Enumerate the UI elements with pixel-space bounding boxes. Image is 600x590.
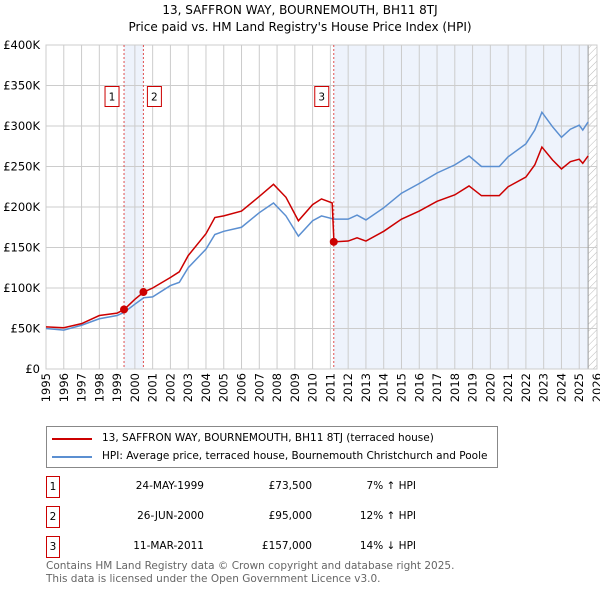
sale-point xyxy=(139,288,148,297)
transaction-hpi: 14% ↓ HPI xyxy=(359,540,416,552)
y-tick-label: £50K xyxy=(11,322,41,336)
x-tick-label: 2026 xyxy=(590,373,600,402)
x-tick-label: 2004 xyxy=(199,373,213,402)
y-tick-label: £0 xyxy=(25,362,40,376)
x-tick-label: 2022 xyxy=(519,373,533,402)
x-tick-label: 2014 xyxy=(377,373,391,402)
sale-point xyxy=(120,305,129,314)
sale-label-box xyxy=(314,86,330,107)
chart-title: 13, SAFFRON WAY, BOURNEMOUTH, BH11 8TJ xyxy=(162,3,438,17)
transaction-number: 3 xyxy=(46,536,60,558)
x-tick-label: 2010 xyxy=(306,373,320,402)
x-tick-label: 2019 xyxy=(466,373,480,402)
chart-subtitle: Price paid vs. HM Land Registry's House … xyxy=(128,20,472,34)
plot-frame xyxy=(45,44,598,370)
transaction-price: £73,500 xyxy=(268,480,312,492)
legend-item-property: 13, SAFFRON WAY, BOURNEMOUTH, BH11 8TJ (… xyxy=(52,432,434,445)
transaction-price: £95,000 xyxy=(268,510,312,522)
x-tick-label: 2005 xyxy=(217,373,231,402)
x-tick-label: 2024 xyxy=(554,373,568,402)
sale-label: 3 xyxy=(318,92,325,104)
x-tick-label: 2017 xyxy=(430,373,444,402)
legend-item-hpi: HPI: Average price, terraced house, Bour… xyxy=(52,450,487,463)
x-tick-label: 1998 xyxy=(92,373,106,402)
y-tick-label: £200K xyxy=(3,200,40,214)
x-tick-label: 2012 xyxy=(341,373,355,402)
legend-swatch-red xyxy=(52,437,92,440)
transaction-price: £157,000 xyxy=(261,540,312,552)
price-chart: 1995 1996 1997 1998 1999 2000 2001 2002 2003 2004… xyxy=(3,38,600,402)
x-tick-label: 2007 xyxy=(252,373,266,402)
x-tick-label: 2002 xyxy=(163,373,177,402)
x-tick-label: 2003 xyxy=(181,373,195,402)
transaction-row: 3 11-MAR-2011 £157,000 14% ↓ HPI xyxy=(46,536,446,558)
x-tick-label: 1996 xyxy=(57,373,71,402)
y-tick-label: £250K xyxy=(3,160,40,174)
footer-line2: This data is licensed under the Open Gov… xyxy=(46,573,381,585)
x-tick-label: 2021 xyxy=(501,373,515,402)
y-tick-label: £100K xyxy=(3,281,40,295)
x-tick-label: 1997 xyxy=(75,373,89,402)
transaction-date: 11-MAR-2011 xyxy=(133,540,204,552)
x-tick-label: 2006 xyxy=(235,373,249,402)
x-tick-label: 2023 xyxy=(537,373,551,402)
transaction-date: 26-JUN-2000 xyxy=(137,510,204,522)
sale-label: 2 xyxy=(151,92,158,104)
sale-label-box xyxy=(104,86,120,107)
x-tick-label: 2016 xyxy=(412,373,426,402)
x-tick-label: 2013 xyxy=(359,373,373,402)
x-tick-label: 2000 xyxy=(128,373,142,402)
hpi-line xyxy=(45,110,589,331)
sale-point xyxy=(329,237,338,246)
x-tick-label: 2011 xyxy=(323,373,337,402)
transaction-hpi: 12% ↑ HPI xyxy=(359,510,416,522)
x-tick-label: 2018 xyxy=(448,373,462,402)
transaction-number: 1 xyxy=(46,476,60,498)
footer-line1: Contains HM Land Registry data © Crown c… xyxy=(46,560,455,572)
legend-label: HPI: Average price, terraced house, Bour… xyxy=(102,450,488,462)
legend: 13, SAFFRON WAY, BOURNEMOUTH, BH11 8TJ (… xyxy=(46,426,498,468)
y-tick-label: £400K xyxy=(3,38,40,52)
x-tick-label: 2015 xyxy=(394,373,408,402)
x-tick-label: 2009 xyxy=(288,373,302,402)
sale-label-box xyxy=(146,86,162,107)
x-tick-label: 1999 xyxy=(110,373,124,402)
transaction-date: 24-MAY-1999 xyxy=(135,480,204,492)
transaction-row: 2 26-JUN-2000 £95,000 12% ↑ HPI xyxy=(46,506,446,528)
x-tick-label: 2020 xyxy=(483,373,497,402)
sale-label: 1 xyxy=(109,92,116,104)
legend-label: 13, SAFFRON WAY, BOURNEMOUTH, BH11 8TJ (… xyxy=(102,432,434,444)
y-tick-label: £350K xyxy=(3,79,40,93)
x-tick-label: 2025 xyxy=(572,373,586,402)
y-tick-label: £300K xyxy=(3,119,40,133)
legend-swatch-blue xyxy=(52,455,92,458)
transaction-row: 1 24-MAY-1999 £73,500 7% ↑ HPI xyxy=(46,476,446,498)
transaction-number: 2 xyxy=(46,506,60,528)
y-tick-label: £150K xyxy=(3,241,40,255)
x-tick-label: 2001 xyxy=(146,373,160,402)
x-tick-label: 1995 xyxy=(39,373,53,402)
transaction-hpi: 7% ↑ HPI xyxy=(366,480,416,492)
x-tick-label: 2008 xyxy=(270,373,284,402)
